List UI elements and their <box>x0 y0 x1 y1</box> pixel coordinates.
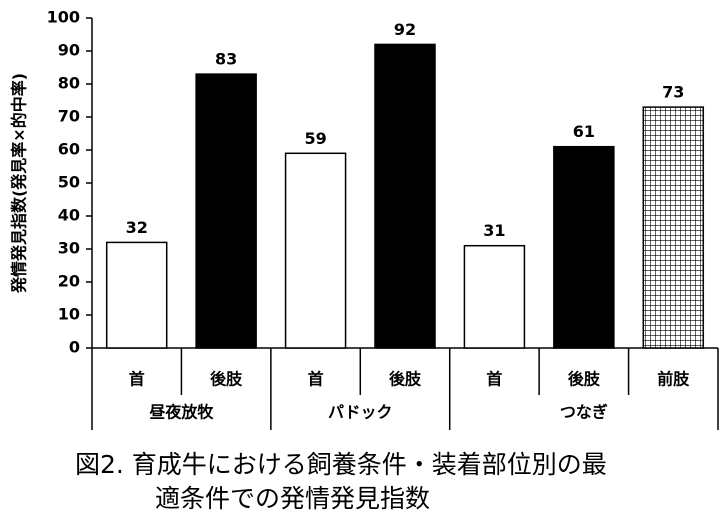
caption: 適条件での発情発見指数 <box>155 484 430 513</box>
y-tick-label: 20 <box>58 272 80 291</box>
y-axis-label: 発情発見指数(発見率×的中率) <box>10 73 29 294</box>
x-tick-label: 首 <box>308 370 324 389</box>
x-tick-label: 後肢 <box>568 370 601 389</box>
value-label: 59 <box>304 129 326 148</box>
group-label: つなぎ <box>560 403 608 422</box>
value-label: 73 <box>662 83 684 102</box>
y-tick-label: 50 <box>58 173 80 192</box>
value-label: 61 <box>573 122 595 141</box>
y-tick-label: 10 <box>58 305 80 324</box>
bar <box>374 43 436 349</box>
y-tick-label: 0 <box>69 338 80 357</box>
value-label: 32 <box>126 218 148 237</box>
x-tick-label: 前肢 <box>657 370 690 389</box>
value-label: 31 <box>483 221 505 240</box>
y-tick-label: 70 <box>58 107 80 126</box>
y-tick-label: 30 <box>58 239 80 258</box>
y-tick-label: 80 <box>58 74 80 93</box>
bar <box>195 73 257 349</box>
bar <box>463 244 526 349</box>
x-tick-label: 後肢 <box>389 370 422 389</box>
value-label: 92 <box>394 20 416 39</box>
bar <box>642 106 705 349</box>
y-tick-label: 90 <box>58 41 80 60</box>
bar <box>105 241 168 349</box>
caption: 図2. 育成牛における飼養条件・装着部位別の最 <box>75 450 607 479</box>
group-label: パドック <box>328 403 392 422</box>
bar <box>284 152 347 349</box>
x-tick-label: 後肢 <box>210 370 243 389</box>
y-tick-label: 100 <box>47 8 80 27</box>
group-label: 昼夜放牧 <box>148 403 214 422</box>
x-tick-label: 首 <box>129 370 145 389</box>
x-tick-label: 首 <box>486 370 502 389</box>
bar <box>553 145 615 349</box>
y-tick-label: 60 <box>58 140 80 159</box>
y-tick-label: 40 <box>58 206 80 225</box>
value-label: 83 <box>215 50 237 69</box>
